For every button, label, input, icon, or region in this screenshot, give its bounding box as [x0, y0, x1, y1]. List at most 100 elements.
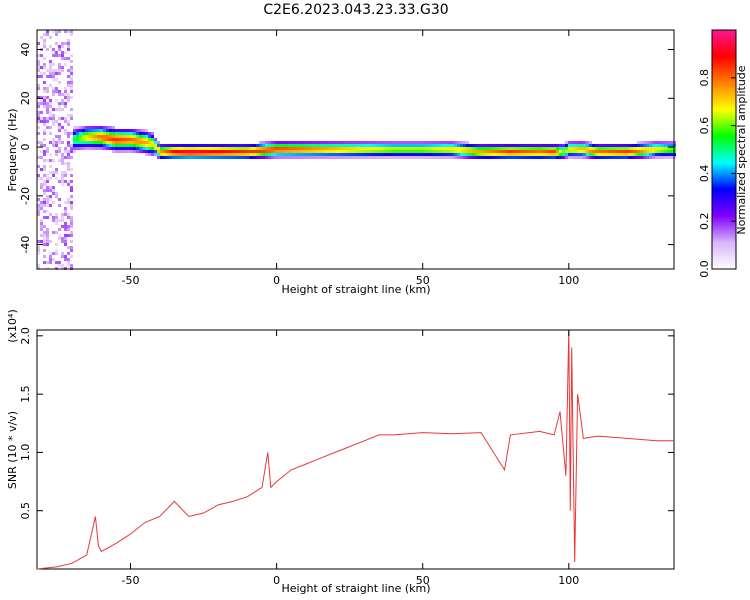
heatmap-cell — [244, 153, 247, 156]
heatmap-cell — [373, 156, 376, 159]
heatmap-cell — [265, 141, 268, 144]
heatmap-cell — [133, 132, 136, 135]
heatmap-cell — [268, 144, 271, 147]
heatmap-cell — [541, 150, 544, 153]
heatmap-cell — [199, 147, 202, 150]
heatmap-cell — [43, 72, 46, 75]
heatmap-cell — [652, 147, 655, 150]
snr-panel: -50 0 50 100 0.51.01.52.0 Height of straigh… — [6, 309, 675, 595]
heatmap-cell — [73, 135, 76, 138]
heatmap-cell — [193, 153, 196, 156]
heatmap-cell — [337, 147, 340, 150]
heatmap-cell — [667, 147, 670, 150]
heatmap-cell — [559, 144, 562, 147]
heatmap-cell — [37, 264, 40, 267]
heatmap-cell — [67, 132, 70, 135]
heatmap-cell — [514, 144, 517, 147]
heatmap-cell — [214, 144, 217, 147]
heatmap-cell — [343, 141, 346, 144]
colorbar-frame — [711, 29, 737, 270]
heatmap-cell — [181, 153, 184, 156]
heatmap-cell — [64, 96, 67, 99]
heatmap-cell — [154, 144, 157, 147]
heatmap-cell — [157, 141, 160, 144]
heatmap-cell — [547, 153, 550, 156]
heatmap-cell — [67, 57, 70, 60]
heatmap-cell — [145, 147, 148, 150]
heatmap-cell — [658, 144, 661, 147]
heatmap-cell — [94, 135, 97, 138]
heatmap-cell — [418, 153, 421, 156]
heatmap-cell — [670, 153, 673, 156]
heatmap-cell — [271, 150, 274, 153]
heatmap-cell — [571, 156, 574, 159]
heatmap-cell — [70, 189, 73, 192]
heatmap-cell — [214, 156, 217, 159]
heatmap-cell — [202, 153, 205, 156]
heatmap-cell — [574, 150, 577, 153]
heatmap-cell — [628, 153, 631, 156]
heatmap-cell — [664, 153, 667, 156]
heatmap-cell — [130, 147, 133, 150]
heatmap-cell — [448, 144, 451, 147]
heatmap-cell — [343, 144, 346, 147]
heatmap-cell — [496, 150, 499, 153]
heatmap-cell — [91, 138, 94, 141]
heatmap-cell — [481, 150, 484, 153]
heatmap-cell — [316, 147, 319, 150]
heatmap-cell — [61, 153, 64, 156]
heatmap-cell — [133, 141, 136, 144]
heatmap-cell — [622, 144, 625, 147]
heatmap-cell — [325, 144, 328, 147]
heatmap-cell — [427, 156, 430, 159]
heatmap-cell — [37, 111, 40, 114]
heatmap-cell — [52, 93, 55, 96]
heatmap-cell — [283, 147, 286, 150]
heatmap-cell — [94, 132, 97, 135]
heatmap-cell — [418, 156, 421, 159]
heatmap-cell — [130, 138, 133, 141]
heatmap-cell — [415, 144, 418, 147]
heatmap-cell — [334, 141, 337, 144]
heatmap-cell — [61, 177, 64, 180]
heatmap-cell — [52, 78, 55, 81]
heatmap-cell — [490, 156, 493, 159]
heatmap-cell — [283, 144, 286, 147]
heatmap-cell — [229, 144, 232, 147]
heatmap-cell — [55, 54, 58, 57]
heatmap-cell — [58, 108, 61, 111]
heatmap-cell — [181, 150, 184, 153]
heatmap-cell — [592, 147, 595, 150]
heatmap-cell — [61, 108, 64, 111]
heatmap-cell — [256, 144, 259, 147]
heatmap-cell — [634, 150, 637, 153]
heatmap-cell — [289, 141, 292, 144]
heatmap-cell — [328, 150, 331, 153]
heatmap-cell — [64, 234, 67, 237]
heatmap-cell — [289, 144, 292, 147]
heatmap-cell — [505, 144, 508, 147]
heatmap-cell — [247, 144, 250, 147]
heatmap-cell — [331, 156, 334, 159]
heatmap-cell — [292, 153, 295, 156]
heatmap-cell — [397, 141, 400, 144]
heatmap-cell — [610, 153, 613, 156]
heatmap-cell — [202, 150, 205, 153]
heatmap-cell — [46, 159, 49, 162]
heatmap-cell — [280, 156, 283, 159]
heatmap-cell — [136, 129, 139, 132]
heatmap-cell — [268, 150, 271, 153]
heatmap-cell — [250, 153, 253, 156]
heatmap-cell — [58, 234, 61, 237]
heatmap-cell — [622, 156, 625, 159]
heatmap-cell — [463, 150, 466, 153]
heatmap-cell — [127, 132, 130, 135]
heatmap-cell — [367, 156, 370, 159]
heatmap-cell — [103, 132, 106, 135]
heatmap-cell — [589, 147, 592, 150]
heatmap-cell — [586, 144, 589, 147]
heatmap-cell — [559, 153, 562, 156]
heatmap-cell — [40, 219, 43, 222]
heatmap-cell — [64, 57, 67, 60]
heatmap-cell — [124, 150, 127, 153]
